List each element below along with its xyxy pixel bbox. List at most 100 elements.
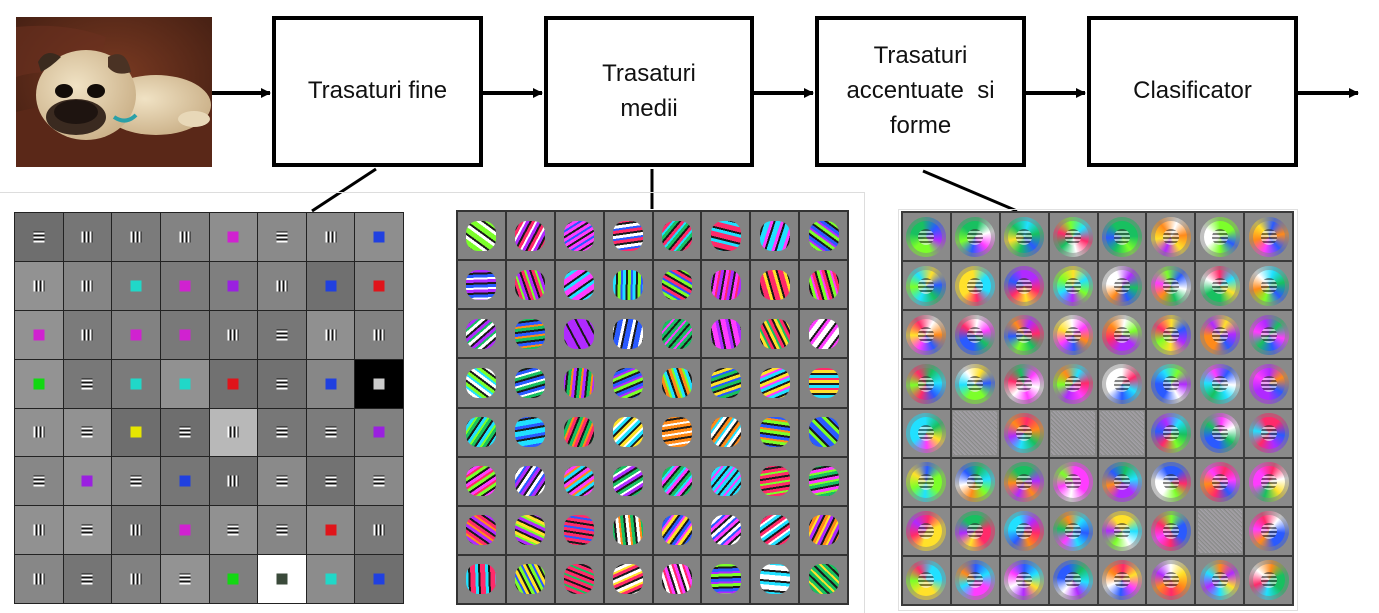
stage-box-fine-features: Trasaturi fine: [272, 16, 483, 167]
filter-kernel-center: [1016, 375, 1033, 392]
filter-cell: [903, 556, 950, 604]
filter-kernel: [1004, 462, 1045, 503]
filter-kernel: [955, 560, 996, 601]
filter-cell: [355, 506, 403, 555]
filter-cell: [1245, 360, 1292, 408]
filter-kernel: [227, 426, 239, 438]
filter-kernel: [81, 231, 93, 243]
filter-kernel: [515, 318, 546, 349]
filter-kernel-center: [918, 228, 935, 245]
filter-kernel: [710, 269, 741, 300]
filter-kernel: [373, 524, 385, 536]
filter-kernel: [227, 573, 239, 585]
filter-cell: [506, 408, 554, 456]
filter-cell: [506, 261, 554, 309]
filter-kernel-center: [1211, 326, 1228, 343]
filter-cell: [160, 359, 209, 408]
filter-kernel: [808, 269, 839, 300]
filter-kernel: [613, 367, 644, 398]
filter-kernel: [179, 329, 191, 341]
filter-cell: [604, 212, 652, 260]
filter-cell: [209, 555, 258, 603]
filter-cell: [209, 506, 258, 555]
filter-kernel-center: [1260, 572, 1277, 589]
filter-cell: [1049, 409, 1097, 457]
filter-cell: [112, 555, 160, 603]
filter-cell: [653, 506, 701, 554]
filter-cell: [15, 457, 63, 506]
filter-kernel: [613, 318, 644, 349]
filter-cell: [306, 310, 355, 359]
filter-cell: [751, 261, 799, 309]
filter-cell: [209, 213, 258, 261]
filter-kernel: [564, 220, 595, 251]
filter-kernel: [1197, 509, 1242, 554]
filter-kernel-center: [1113, 326, 1130, 343]
filter-cell: [1245, 213, 1292, 261]
filter-kernel: [81, 573, 93, 585]
filter-kernel-center: [1260, 425, 1277, 442]
filter-kernel-center: [1260, 277, 1277, 294]
filter-kernel-center: [1260, 523, 1277, 540]
filter-kernel: [1004, 265, 1045, 306]
filter-cell: [306, 555, 355, 603]
filter-kernel: [1004, 560, 1045, 601]
filter-cell: [1049, 213, 1097, 261]
filter-cell: [355, 213, 403, 261]
filter-kernel: [564, 466, 595, 497]
filter-cell: [1098, 213, 1146, 261]
filter-cell: [1245, 507, 1292, 555]
filter-cell: [506, 359, 554, 407]
filter-cell: [112, 506, 160, 555]
filter-kernel-center: [1211, 474, 1228, 491]
filter-kernel: [325, 378, 337, 390]
filter-cell: [1245, 458, 1292, 506]
filter-kernel: [81, 280, 93, 292]
filter-kernel: [661, 515, 692, 546]
filter-cell: [1196, 262, 1244, 310]
filter-cell: [604, 310, 652, 358]
filter-kernel: [955, 216, 996, 257]
filter-kernel: [276, 378, 288, 390]
filter-cell: [555, 261, 603, 309]
filter-kernel: [1004, 511, 1045, 552]
filter-kernel: [1004, 413, 1045, 454]
filter-cell: [800, 261, 847, 309]
filter-cell: [653, 359, 701, 407]
filter-kernel: [515, 515, 546, 546]
filter-kernel: [227, 231, 239, 243]
filter-cell: [903, 262, 950, 310]
filter-kernel: [179, 231, 191, 243]
filter-kernel: [1101, 216, 1142, 257]
filter-cell: [1196, 458, 1244, 506]
filter-kernel: [227, 378, 239, 390]
filter-kernel-center: [1211, 375, 1228, 392]
filter-kernel: [1150, 216, 1191, 257]
filter-cell: [653, 408, 701, 456]
filter-cell: [306, 408, 355, 457]
filter-cell: [15, 359, 63, 408]
filter-kernel: [613, 564, 644, 595]
filter-cell: [951, 507, 999, 555]
filter-kernel-center: [967, 228, 984, 245]
filter-kernel-center: [1211, 277, 1228, 294]
filter-kernel-center: [967, 523, 984, 540]
filter-kernel: [661, 269, 692, 300]
filter-kernel: [613, 466, 644, 497]
filter-kernel-center: [1162, 326, 1179, 343]
filter-kernel: [759, 466, 790, 497]
filter-cell: [555, 359, 603, 407]
filter-cell: [258, 506, 306, 555]
filter-kernel-center: [918, 572, 935, 589]
filter-cell: [458, 408, 505, 456]
stage-label: Trasaturi medii: [602, 59, 696, 122]
filter-kernel: [276, 426, 288, 438]
filter-kernel: [373, 426, 385, 438]
filter-cell: [1098, 556, 1146, 604]
filter-kernel: [179, 524, 191, 536]
filter-cell: [1049, 360, 1097, 408]
filter-cell: [1049, 262, 1097, 310]
filter-kernel-center: [1211, 228, 1228, 245]
filter-kernel: [1004, 314, 1045, 355]
filter-cell: [458, 457, 505, 505]
